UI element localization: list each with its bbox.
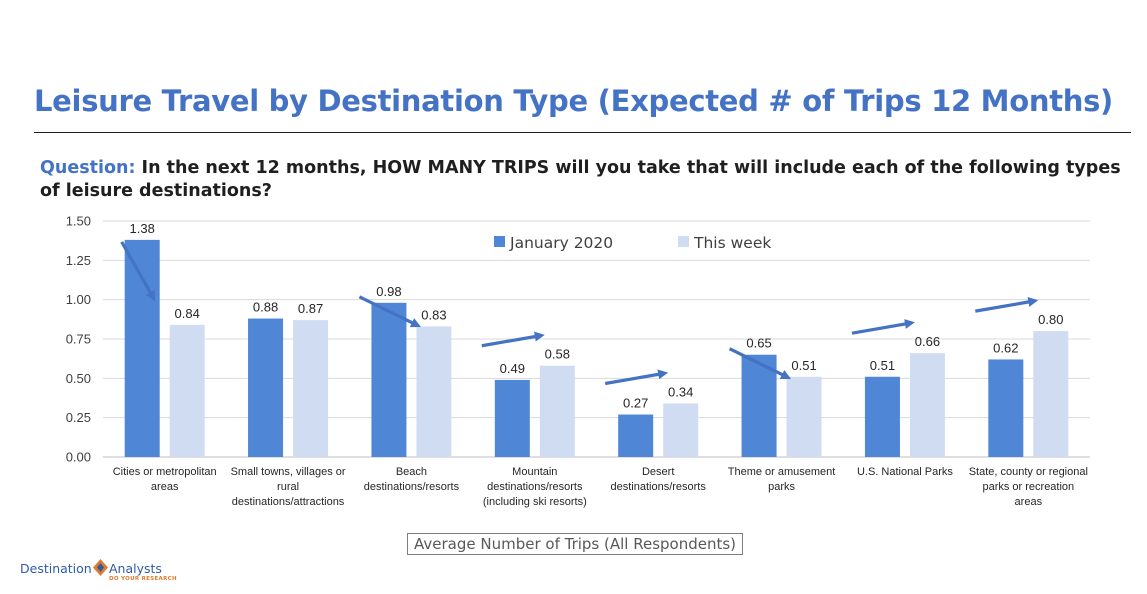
legend-swatch: [494, 236, 505, 247]
y-tick-label: 1.50: [66, 214, 91, 229]
bar-this-week: [1033, 331, 1069, 457]
data-label: 0.80: [1038, 312, 1063, 327]
y-tick-label: 0.50: [66, 371, 91, 386]
bar-january-2020: [864, 376, 900, 457]
bar-january-2020: [248, 318, 284, 457]
trend-arrows: [120, 241, 1039, 386]
bar-this-week: [909, 353, 945, 457]
bar-this-week: [663, 403, 699, 457]
category-label-line: Desert: [642, 466, 674, 478]
category-label-line: Cities or metropolitan: [113, 466, 217, 478]
category-label-line: destinations/attractions: [232, 496, 345, 508]
title-divider: [34, 132, 1131, 133]
data-label: 0.49: [500, 361, 525, 376]
question-label: Question:: [40, 158, 136, 178]
y-tick-label: 0.25: [66, 410, 91, 425]
bars: [124, 239, 1069, 457]
category-label: Beach destinations/resorts: [364, 466, 460, 493]
category-label-line: destinations/resorts: [364, 481, 460, 493]
trend-arrow-icon: [481, 331, 545, 348]
data-label: 0.83: [421, 307, 446, 322]
y-tick-label: 1.00: [66, 292, 91, 307]
logo-tagline: DO YOUR RESEARCH: [109, 576, 177, 582]
category-label-line: areas: [1015, 496, 1043, 508]
data-label: 0.84: [175, 306, 200, 321]
trend-arrow-icon: [120, 241, 156, 302]
trend-arrow-icon: [728, 347, 792, 380]
legend-swatch: [678, 236, 689, 247]
legend: January 2020 This week: [494, 234, 771, 252]
y-tick-label: 0.00: [66, 450, 91, 465]
category-label: Theme or amusement parks: [728, 466, 836, 493]
data-label: 0.62: [993, 340, 1018, 355]
bar-january-2020: [124, 239, 160, 457]
category-label: Small towns, villages or rural destination…: [231, 466, 346, 508]
data-label: 0.87: [298, 301, 323, 316]
category-label: U.S. National Parks: [857, 466, 953, 478]
data-label: 0.27: [623, 396, 648, 411]
bar-january-2020: [988, 359, 1024, 457]
data-label: 0.34: [668, 385, 693, 400]
legend-label: January 2020: [509, 234, 613, 252]
bar-this-week: [539, 365, 575, 457]
trend-arrow-icon: [975, 297, 1039, 313]
destination-analysts-logo: Destination Analysts DO YOUR RESEARCH: [20, 559, 180, 589]
data-label: 0.66: [915, 334, 940, 349]
data-label: 0.98: [376, 284, 401, 299]
logo-diamond-icon: [93, 559, 108, 576]
logo-word-analysts: Analysts: [109, 561, 162, 576]
category-label-line: Theme or amusement: [728, 466, 836, 478]
category-label-line: destinations/resorts: [610, 481, 706, 493]
data-labels: 1.38 0.84 0.88 0.87 0.98 0.83 0.49 0.58 0.27 0.34…: [130, 221, 1064, 411]
bar-this-week: [786, 376, 822, 457]
bar-january-2020: [618, 414, 654, 457]
logo-word-destination: Destination: [20, 561, 92, 576]
data-label: 0.65: [746, 336, 771, 351]
bar-this-week: [416, 326, 452, 457]
page-title: Leisure Travel by Destination Type (Expe…: [34, 84, 1114, 118]
category-label-line: Mountain: [512, 466, 557, 478]
category-label-line: (including ski resorts): [483, 496, 587, 508]
data-label: 1.38: [130, 221, 155, 236]
trend-arrow-icon: [851, 319, 915, 335]
legend-label: This week: [693, 234, 771, 252]
bar-this-week: [169, 324, 205, 457]
x-axis-categories: Cities or metropolitan areas Small towns, …: [113, 466, 1088, 508]
question-text: Question: In the next 12 months, HOW MAN…: [40, 157, 1130, 203]
y-tick-label: 1.25: [66, 253, 91, 268]
y-axis-ticks: 0.00 0.25 0.50 0.75 1.00 1.25 1.50: [66, 214, 91, 465]
category-label-line: parks: [768, 481, 795, 493]
trend-arrow-icon: [358, 295, 421, 328]
category-label: Desert destinations/resorts: [610, 466, 706, 493]
data-label: 0.58: [545, 347, 570, 362]
bar-january-2020: [741, 354, 777, 457]
category-label-line: destinations/resorts: [487, 481, 583, 493]
y-tick-label: 0.75: [66, 332, 91, 347]
category-label: Mountain destinations/resorts (including s…: [483, 466, 587, 508]
data-label: 0.88: [253, 300, 278, 315]
data-label: 0.51: [870, 358, 895, 373]
question-body: In the next 12 months, HOW MANY TRIPS wi…: [40, 158, 1121, 201]
category-label-line: Small towns, villages or: [231, 466, 346, 478]
category-label-line: State, county or regional: [969, 466, 1088, 478]
bar-this-week: [293, 320, 329, 457]
category-label-line: U.S. National Parks: [857, 466, 953, 478]
category-label-line: rural: [277, 481, 299, 493]
bar-january-2020: [371, 302, 407, 457]
category-label-line: parks or recreation: [982, 481, 1074, 493]
bar-january-2020: [494, 379, 530, 457]
category-label-line: Beach: [396, 466, 427, 478]
category-label: State, county or regional parks or recrea…: [969, 466, 1088, 508]
category-label-line: areas: [151, 481, 179, 493]
data-label: 0.51: [791, 358, 816, 373]
category-label: Cities or metropolitan areas: [113, 466, 217, 493]
trend-arrow-icon: [604, 369, 669, 386]
axis-footnote: Average Number of Trips (All Respondents…: [407, 533, 744, 555]
